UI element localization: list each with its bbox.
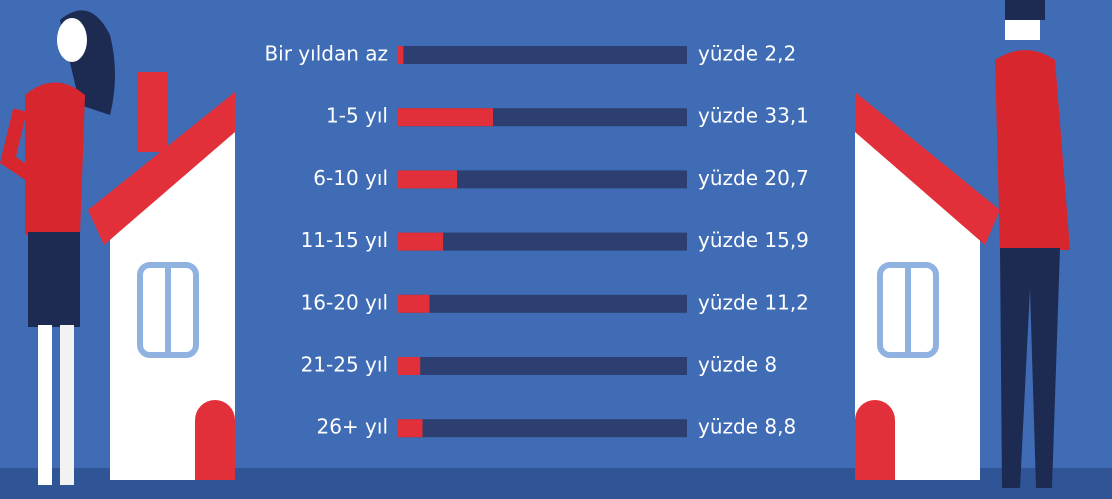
bar bbox=[397, 46, 403, 64]
infographic: Bir yıldan az yüzde 2,2 1-5 yıl yüzde 33,1 6… bbox=[0, 0, 1112, 499]
category-label: 16-20 yıl bbox=[301, 290, 388, 314]
bar bbox=[397, 233, 443, 251]
value-label: yüzde 8,8 bbox=[698, 415, 796, 439]
value-label: yüzde 2,2 bbox=[698, 42, 796, 66]
bar bbox=[397, 357, 420, 375]
category-label: Bir yıldan az bbox=[264, 42, 388, 66]
bar-track bbox=[397, 419, 687, 437]
category-label: 6-10 yıl bbox=[313, 166, 388, 190]
bar bbox=[397, 170, 457, 188]
bar-track bbox=[397, 46, 687, 64]
bar-track bbox=[397, 357, 687, 375]
bar bbox=[397, 108, 493, 126]
value-label: yüzde 20,7 bbox=[698, 166, 809, 190]
category-label: 1-5 yıl bbox=[326, 104, 388, 128]
bar bbox=[397, 295, 429, 313]
category-label: 11-15 yıl bbox=[301, 228, 388, 252]
category-label: 26+ yıl bbox=[316, 415, 388, 439]
value-label: yüzde 33,1 bbox=[698, 104, 809, 128]
value-label: yüzde 11,2 bbox=[698, 290, 809, 314]
value-label: yüzde 15,9 bbox=[698, 228, 809, 252]
bar-track bbox=[397, 295, 687, 313]
value-label: yüzde 8 bbox=[698, 353, 777, 377]
bar bbox=[397, 419, 423, 437]
category-label: 21-25 yıl bbox=[301, 353, 388, 377]
